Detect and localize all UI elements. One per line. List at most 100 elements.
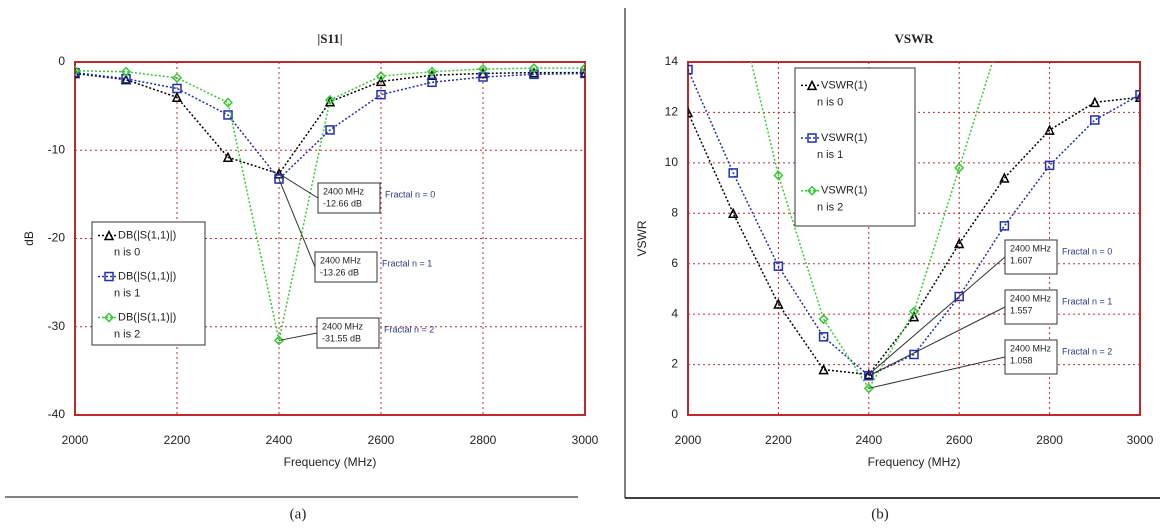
annotation-text: 2400 MHz [1010, 293, 1052, 303]
x-tick-label: 2200 [765, 433, 792, 447]
x-tick-label: 2000 [62, 433, 89, 447]
annotation-box [1004, 289, 1058, 325]
legend-label: VSWR(1) [821, 185, 867, 197]
legend-note: n is 1 [114, 287, 140, 299]
marker [1044, 160, 1055, 171]
marker [273, 168, 285, 179]
marker [223, 110, 233, 120]
legend-note: n is 0 [114, 246, 140, 258]
marker [773, 298, 784, 309]
marker [426, 66, 438, 77]
marker [579, 63, 585, 74]
annotation-leader [278, 178, 316, 268]
annotation-label: Fractal n = 2 [1062, 346, 1112, 356]
y-tick-label: 12 [665, 105, 679, 119]
annotation-box [317, 182, 381, 214]
annotation-text: -13.26 dB [320, 267, 359, 277]
marker [954, 291, 964, 302]
marker [908, 306, 920, 317]
x-tick-label: 2600 [946, 433, 973, 447]
marker [325, 125, 335, 135]
legend-note: n is 0 [817, 96, 843, 108]
marker [1090, 115, 1100, 125]
marker [528, 63, 540, 74]
legend-label: VSWR(1) [821, 132, 867, 144]
x-tick-label: 2600 [368, 433, 395, 447]
x-tick-label: 2800 [470, 433, 497, 447]
plot-frame [687, 61, 1141, 416]
marker [273, 335, 285, 346]
y-tick-label: -40 [48, 407, 66, 421]
marker [953, 237, 965, 249]
y-tick-label: -10 [48, 142, 66, 156]
marker [863, 383, 874, 394]
marker [818, 363, 829, 375]
annotation-leader [868, 256, 1006, 375]
legend-label: DB(|S(1,1)|) [118, 311, 176, 323]
marker [999, 172, 1010, 183]
marker [528, 66, 540, 78]
annotation-leader [868, 356, 1006, 389]
marker [806, 185, 818, 196]
legend-box [91, 221, 206, 346]
marker [818, 332, 829, 342]
x-tick-label: 2200 [164, 433, 191, 447]
x-tick-label: 2800 [1036, 433, 1063, 447]
marker [103, 229, 115, 241]
marker [954, 162, 965, 173]
y-axis-label: VSWR [635, 220, 649, 256]
legend-label: DB(|S(1,1)|) [118, 270, 176, 282]
caption: (a) [290, 506, 307, 522]
annotation-text: 2400 MHz [322, 321, 364, 331]
series-line [750, 62, 994, 390]
annotation-leader [278, 332, 318, 341]
legend-note: n is 2 [817, 202, 843, 214]
annotation-box [314, 251, 378, 283]
marker [375, 75, 387, 87]
marker [222, 97, 234, 108]
annotation-label: Fractal n = 2 [384, 324, 434, 334]
marker [104, 271, 114, 282]
annotation-box [1004, 339, 1058, 375]
legend-note: n is 2 [114, 328, 140, 340]
annotation-box [1004, 239, 1058, 275]
x-tick-label: 3000 [572, 433, 599, 447]
marker [120, 66, 132, 77]
y-tick-label: 2 [671, 357, 678, 371]
marker [103, 312, 115, 323]
plot-area [75, 63, 585, 346]
marker [427, 77, 437, 88]
marker [222, 151, 234, 163]
marker [1044, 124, 1055, 135]
marker [579, 66, 585, 78]
legend-label: VSWR(1) [821, 79, 867, 91]
marker [75, 65, 81, 76]
marker [580, 68, 585, 79]
marker [807, 133, 817, 143]
marker [728, 168, 738, 178]
marker [1134, 91, 1140, 103]
marker [818, 314, 829, 325]
marker [1089, 96, 1101, 108]
marker [375, 71, 387, 82]
annotation-leader [278, 173, 319, 199]
marker [688, 106, 694, 118]
y-tick-label: 0 [58, 54, 65, 68]
plot-frame [74, 61, 586, 416]
x-tick-label: 2400 [855, 433, 882, 447]
legend-box [794, 67, 916, 227]
annotation-box [316, 317, 380, 349]
y-tick-label: 4 [671, 306, 678, 320]
caption: (b) [871, 506, 889, 522]
marker [773, 170, 784, 181]
annotation-text: -31.55 dB [322, 333, 361, 343]
marker [999, 221, 1010, 231]
legend-note: n is 1 [817, 149, 843, 161]
annotation-text: 2400 MHz [1010, 343, 1052, 353]
x-axis-label: Frequency (MHz) [284, 455, 377, 469]
y-tick-label: 0 [671, 407, 678, 421]
annotation-text: -12.66 dB [323, 198, 362, 208]
x-tick-label: 3000 [1127, 433, 1154, 447]
marker [171, 72, 183, 83]
marker [529, 69, 539, 80]
